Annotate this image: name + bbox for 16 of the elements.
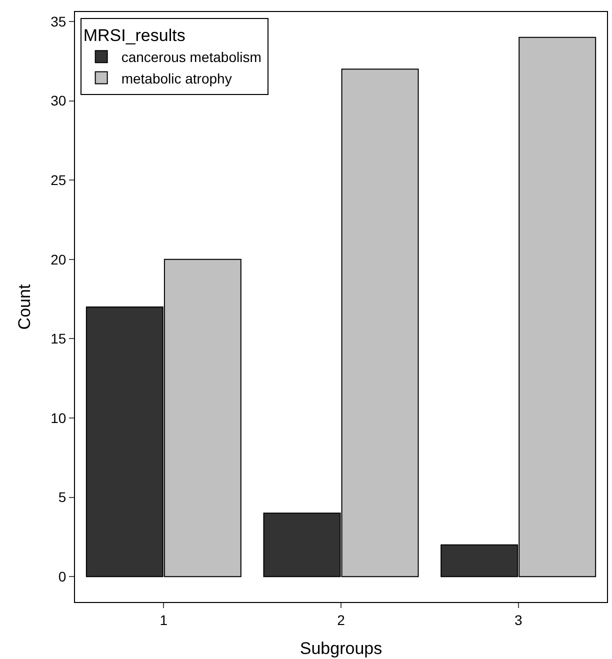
y-tick-label: 0 <box>58 568 66 585</box>
y-tick-label: 20 <box>50 251 66 268</box>
y-tick-label: 5 <box>58 489 66 506</box>
y-tick-label: 15 <box>50 330 66 347</box>
legend-label: metabolic atrophy <box>121 70 232 86</box>
y-tick-label: 35 <box>50 13 66 30</box>
x-tick-label: 2 <box>337 612 346 628</box>
y-tick-label: 10 <box>50 410 66 426</box>
x-tick-label: 1 <box>160 612 168 628</box>
y-tick-label: 25 <box>50 172 66 188</box>
y-axis-title: Count <box>15 284 34 330</box>
x-axis-title: Subgroups <box>300 639 382 658</box>
x-tick-label: 3 <box>514 612 522 628</box>
legend-title: MRSI_results <box>83 26 186 45</box>
y-tick-label: 30 <box>50 92 66 109</box>
legend-label: cancerous metabolism <box>121 49 262 66</box>
